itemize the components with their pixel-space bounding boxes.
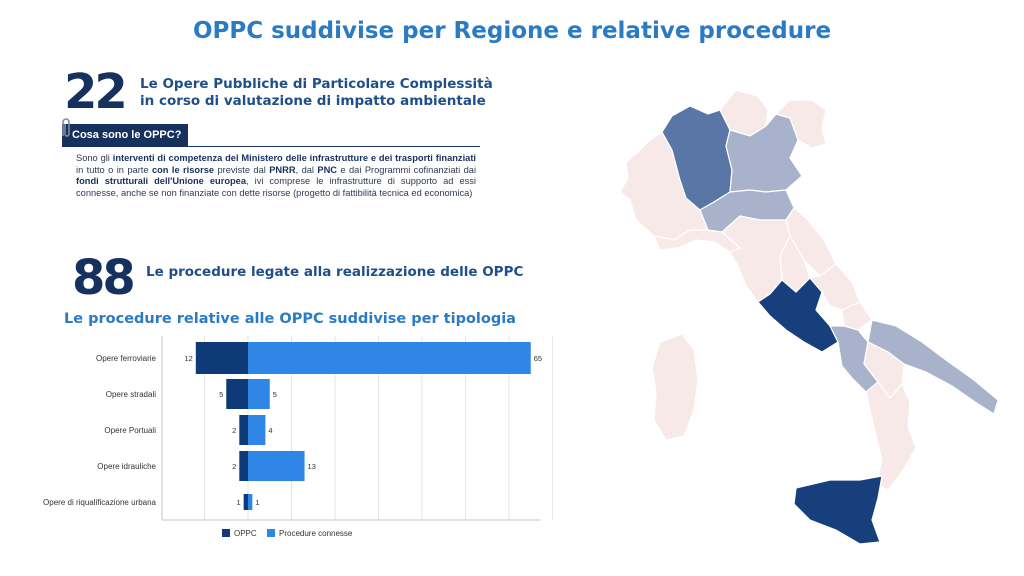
bar-oppc — [239, 451, 248, 481]
data-label-oppc: 5 — [219, 390, 223, 399]
legend-swatch-procedure-connesse — [267, 529, 275, 537]
paperclip-icon — [62, 118, 70, 137]
data-label-oppc: 1 — [236, 498, 240, 507]
legend-label-oppc: OPPC — [234, 529, 257, 538]
bar-procedure-connesse — [248, 494, 253, 510]
italy-regions-map — [619, 89, 999, 545]
oppc-definition-label: Cosa sono le OPPC? — [62, 124, 188, 146]
oppc-description-line2: in corso di valutazione di impatto ambie… — [140, 93, 486, 109]
chart-title: Le procedure relative alle OPPC suddivis… — [64, 311, 516, 327]
bar-oppc — [243, 494, 248, 510]
category-label: Opere idrauliche — [97, 462, 156, 471]
definition-segment: , ivi comprese le infrastrutture di supp… — [76, 176, 476, 198]
definition-segment: PNRR — [269, 164, 296, 175]
legend-swatch-oppc — [222, 529, 230, 537]
bar-oppc — [239, 415, 248, 445]
definition-segment: in tutto o in parte — [76, 164, 152, 175]
data-label-oppc: 12 — [184, 354, 192, 363]
category-label: Opere ferroviarie — [96, 354, 157, 363]
data-label-procedure-connesse: 5 — [273, 390, 277, 399]
definition-segment: fondi strutturali dell'Unione europea — [76, 176, 247, 186]
category-label: Opere Portuali — [104, 426, 156, 435]
region-molise[interactable] — [841, 301, 873, 331]
definition-segment: con le risorse — [151, 164, 215, 175]
definition-divider — [62, 146, 480, 147]
definition-segment: previste dal — [214, 164, 270, 175]
oppc-definition-text: Sono gli interventi di competenza del Mi… — [76, 153, 476, 199]
definition-segment: PNC — [317, 164, 338, 175]
bar-procedure-connesse — [248, 415, 266, 445]
definition-segment: e dai Programmi cofinanziati dai — [337, 164, 477, 175]
region-sardegna[interactable] — [651, 333, 699, 441]
region-sicilia[interactable] — [793, 475, 883, 545]
definition-segment: interventi di competenza del Ministero d… — [112, 153, 477, 163]
definition-segment: Sono gli — [76, 153, 113, 163]
data-label-oppc: 2 — [232, 462, 236, 471]
region-veneto[interactable] — [725, 113, 803, 193]
region-lazio[interactable] — [757, 277, 839, 353]
region-calabria[interactable] — [865, 381, 917, 491]
region-friuli[interactable] — [774, 99, 827, 149]
procedures-count-description: Le procedure legate alla realizzazione d… — [146, 264, 524, 280]
definition-segment: , dal — [295, 164, 318, 175]
data-label-oppc: 2 — [232, 426, 236, 435]
data-label-procedure-connesse: 13 — [308, 462, 316, 471]
category-label: Opere di riqualificazione urbana — [43, 498, 157, 507]
data-label-procedure-connesse: 4 — [268, 426, 272, 435]
oppc-description-line1: Le Opere Pubbliche di Particolare Comple… — [140, 76, 493, 92]
data-label-procedure-connesse: 65 — [534, 354, 542, 363]
bar-procedure-connesse — [248, 379, 270, 409]
bar-oppc — [226, 379, 248, 409]
bar-oppc — [195, 342, 248, 374]
map-regions — [619, 89, 999, 545]
oppc-count-description: Le Opere Pubbliche di Particolare Comple… — [140, 76, 500, 110]
bar-procedure-connesse — [248, 342, 531, 374]
page-title: OPPC suddivise per Regione e relative pr… — [192, 18, 832, 44]
procedures-count: 88 — [72, 250, 136, 306]
legend-label-procedure-connesse: Procedure connesse — [279, 529, 353, 538]
oppc-count: 22 — [64, 64, 128, 120]
category-label: Opere stradali — [106, 390, 156, 399]
data-label-procedure-connesse: 1 — [255, 498, 259, 507]
bar-procedure-connesse — [248, 451, 305, 481]
